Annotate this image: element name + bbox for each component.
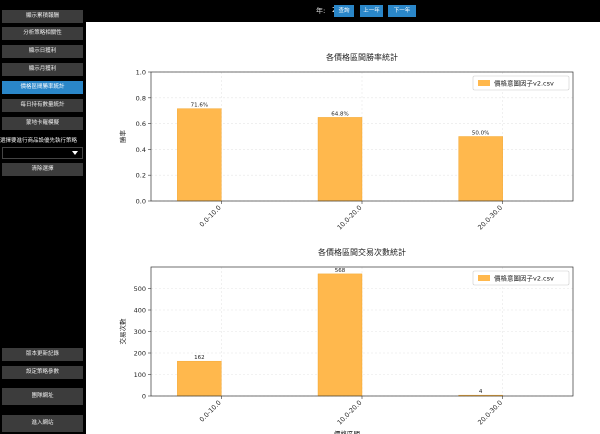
bar-data-label: 162 bbox=[194, 355, 205, 361]
legend-label: 價格意圖因子v2.csv bbox=[494, 274, 554, 283]
bar-data-label: 64.8% bbox=[331, 111, 348, 117]
y-tick-label: 0.0 bbox=[136, 198, 146, 206]
charts-canvas: 各價格區間勝率統計 71.6% 64.8% 50.0% 0.0 0.2 0.4 0.6 0.8 1… bbox=[118, 52, 574, 434]
legend-swatch bbox=[478, 275, 490, 281]
year-label: 年: bbox=[316, 7, 326, 15]
chevron-down-icon bbox=[72, 151, 78, 155]
sidebar-item-monte-carlo[interactable]: 蒙地卡羅模擬 bbox=[2, 117, 83, 130]
bar-data-label: 4 bbox=[479, 389, 483, 395]
legend-box bbox=[472, 270, 570, 286]
chart-title: 各價格區間勝率統計 bbox=[326, 52, 398, 62]
query-button[interactable]: 查詢 bbox=[334, 5, 354, 17]
y-tick-label: 100 bbox=[134, 371, 146, 379]
next-year-button[interactable]: 下一年 bbox=[388, 5, 416, 17]
prev-year-button[interactable]: 上一年 bbox=[360, 5, 383, 17]
sidebar-item-monthly-profit[interactable]: 顯示月獲利 bbox=[2, 63, 83, 76]
x-tick-label: 0.0-10.0 bbox=[198, 399, 223, 424]
y-axis-label: 勝率 bbox=[118, 130, 127, 144]
main-content: 各價格區間勝率統計 71.6% 64.8% 50.0% 0.0 0.2 0.4 0.6 0.8 1… bbox=[86, 22, 600, 434]
x-tick-label: 0.0-10.0 bbox=[198, 204, 223, 229]
bar-data-label: 50.0% bbox=[472, 131, 489, 137]
enter-website-button[interactable]: 進入網站 bbox=[2, 415, 83, 432]
y-tick-label: 0.4 bbox=[136, 146, 146, 154]
bar bbox=[317, 273, 363, 397]
y-tick-label: 1.0 bbox=[136, 69, 146, 77]
y-tick-label: 0.8 bbox=[136, 94, 146, 102]
team-website-button[interactable]: 團隊網址 bbox=[2, 388, 83, 405]
y-tick-label: 500 bbox=[134, 285, 146, 293]
x-tick-label: 10.0-20.0 bbox=[336, 399, 364, 427]
bar bbox=[458, 136, 503, 202]
bar bbox=[177, 108, 222, 202]
legend-swatch bbox=[478, 80, 490, 86]
bar bbox=[177, 360, 222, 397]
sidebar-item-price-range-winrate[interactable]: 價格區間勝率統計 bbox=[2, 81, 83, 94]
strategy-select-label: 選擇要進行商品設優先執行策略 bbox=[0, 138, 78, 144]
sidebar-item-strategy-correlation[interactable]: 分析策略相關性 bbox=[2, 27, 83, 40]
top-toolbar: 年: 2024 查詢 上一年 下一年 bbox=[86, 0, 600, 22]
y-tick-label: 200 bbox=[134, 350, 146, 358]
bar-data-label: 568 bbox=[335, 268, 346, 274]
sidebar-item-daily-profit[interactable]: 顯示日獲利 bbox=[2, 45, 83, 58]
clear-selection-button[interactable]: 清除選擇 bbox=[2, 163, 83, 176]
legend-box bbox=[472, 75, 570, 91]
x-axis-label: 價格區間 bbox=[334, 429, 360, 434]
y-tick-label: 0.2 bbox=[136, 172, 146, 180]
x-tick-label: 20.0-30.0 bbox=[476, 399, 504, 427]
sidebar: 顯示累積報酬 分析策略相關性 顯示日獲利 顯示月獲利 價格區間勝率統計 每日持有… bbox=[0, 0, 86, 434]
y-tick-label: 0.6 bbox=[136, 120, 146, 128]
y-tick-label: 300 bbox=[134, 328, 146, 336]
bar bbox=[317, 117, 363, 202]
legend-label: 價格意圖因子v2.csv bbox=[494, 79, 554, 88]
y-tick-label: 400 bbox=[134, 307, 146, 315]
x-tick-label: 10.0-20.0 bbox=[336, 204, 364, 232]
version-history-button[interactable]: 版本更新記錄 bbox=[2, 348, 83, 361]
strategy-settings-button[interactable]: 設定策略參數 bbox=[2, 366, 83, 379]
sidebar-item-cumulative-return[interactable]: 顯示累積報酬 bbox=[2, 10, 83, 23]
chart-title: 各價格區間交易次數統計 bbox=[318, 247, 406, 257]
sidebar-item-daily-holding-count[interactable]: 每日持有數量統計 bbox=[2, 99, 83, 112]
x-tick-label: 20.0-30.0 bbox=[476, 204, 504, 232]
strategy-select[interactable] bbox=[2, 147, 83, 159]
y-axis-label: 交易次數 bbox=[118, 318, 127, 345]
y-tick-label: 0 bbox=[142, 393, 146, 401]
bar-data-label: 71.6% bbox=[191, 103, 208, 109]
